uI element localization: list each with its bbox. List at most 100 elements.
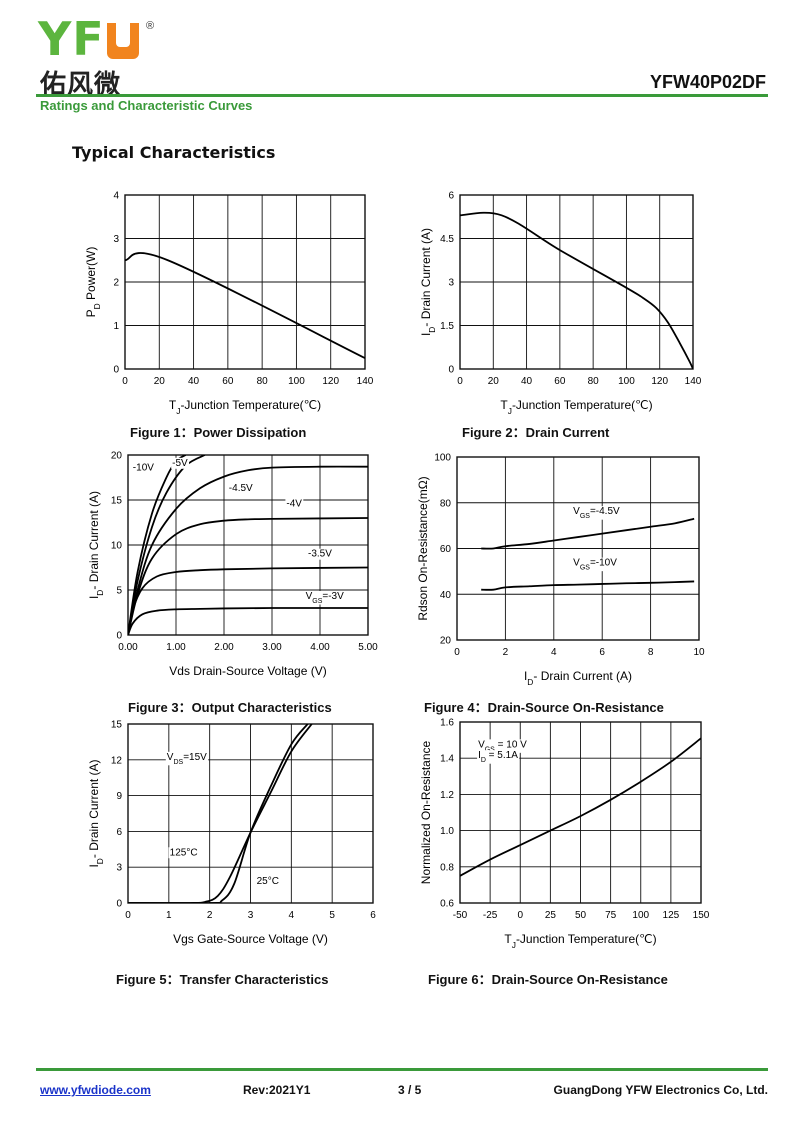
plot-frame bbox=[124, 194, 366, 370]
x-tick-label: 1.00 bbox=[166, 642, 186, 653]
y-tick-label: 1.6 bbox=[440, 718, 454, 729]
annotation-bg bbox=[227, 483, 255, 494]
x-tick-label: 100 bbox=[288, 376, 305, 387]
registered-mark: ® bbox=[146, 20, 155, 32]
y-tick-label: 3 bbox=[448, 278, 454, 289]
x-tick-label: 2 bbox=[503, 647, 509, 658]
annotation-label: ID = 5.1A bbox=[478, 750, 518, 764]
annotation-bg bbox=[572, 506, 622, 520]
x-tick-label: 60 bbox=[554, 376, 566, 387]
annotation-label: 25°C bbox=[257, 876, 279, 887]
x-tick-label: 25 bbox=[545, 910, 557, 921]
y-axis-label: PD Power(W) bbox=[84, 247, 102, 318]
x-tick-label: 6 bbox=[370, 910, 376, 921]
x-tick-label: 140 bbox=[357, 376, 374, 387]
x-axis-label: Vds Drain-Source Voltage (V) bbox=[169, 664, 326, 678]
x-tick-label: 0 bbox=[517, 910, 523, 921]
y-tick-label: 80 bbox=[440, 498, 452, 509]
x-axis-label: TJ-Junction Temperature(℃) bbox=[169, 398, 321, 416]
y-tick-label: 1.2 bbox=[440, 790, 454, 801]
series-line bbox=[481, 580, 695, 591]
x-tick-label: 5 bbox=[329, 910, 335, 921]
website-link[interactable]: www.yfwdiode.com bbox=[40, 1083, 151, 1097]
figure-4-caption: Figure 4：Drain-Source On-Resistance bbox=[424, 700, 664, 715]
y-tick-label: 20 bbox=[440, 636, 452, 647]
series-line bbox=[460, 211, 693, 369]
y-axis-label: Normalized On-Resistance bbox=[419, 740, 433, 884]
y-tick-label: 15 bbox=[111, 496, 123, 507]
chart-fig6: -50 -25 0 25 50 75 100 125 150 0.6 0.8 1.0 1.2 1.4 1.6… bbox=[419, 718, 710, 951]
logo-wordmark: YF bbox=[38, 12, 139, 66]
x-tick-label: 3.00 bbox=[262, 642, 282, 653]
y-tick-label: 100 bbox=[434, 453, 451, 464]
x-tick-label: 0 bbox=[454, 647, 460, 658]
y-tick-label: 9 bbox=[116, 791, 122, 802]
x-tick-label: -25 bbox=[483, 910, 498, 921]
y-tick-label: 2 bbox=[113, 278, 119, 289]
plot-frame bbox=[459, 721, 702, 904]
x-tick-label: 5.00 bbox=[358, 642, 378, 653]
series-line bbox=[128, 724, 313, 903]
annotation-bg bbox=[171, 457, 190, 469]
x-axis-label: TJ-Junction Temperature(℃) bbox=[500, 398, 652, 416]
x-tick-label: 40 bbox=[188, 376, 200, 387]
footer-company: GuangDong YFW Electronics Co, Ltd. bbox=[553, 1083, 768, 1097]
x-tick-label: 75 bbox=[605, 910, 617, 921]
x-tick-label: 3 bbox=[248, 910, 254, 921]
x-tick-label: 6 bbox=[599, 647, 605, 658]
x-tick-label: 10 bbox=[693, 647, 705, 658]
series-line bbox=[125, 252, 365, 359]
annotation-bg bbox=[307, 548, 334, 560]
x-tick-label: 2.00 bbox=[214, 642, 234, 653]
y-tick-label: 0 bbox=[116, 631, 122, 642]
x-tick-label: 100 bbox=[632, 910, 649, 921]
annotation-label: -3.5V bbox=[308, 549, 332, 560]
annotation-bg bbox=[477, 750, 520, 764]
figure-2-caption: Figure 2：Drain Current bbox=[462, 425, 610, 440]
y-tick-label: 0 bbox=[113, 365, 119, 376]
y-tick-label: 6 bbox=[448, 191, 454, 202]
figure-5-caption: Figure 5：Transfer Characteristics bbox=[116, 972, 329, 987]
annotation-bg bbox=[304, 591, 346, 605]
chart-fig3: 0.00 1.00 2.00 3.00 4.00 5.00 0 5 10 15 20 Vds Drai… bbox=[87, 451, 378, 679]
annotation-bg bbox=[168, 847, 199, 859]
x-axis-label: TJ-Junction Temperature(℃) bbox=[504, 932, 656, 950]
x-tick-label: 125 bbox=[663, 910, 680, 921]
x-tick-label: 0 bbox=[122, 376, 128, 387]
y-tick-label: 1.0 bbox=[440, 826, 454, 837]
x-tick-label: 150 bbox=[693, 910, 710, 921]
annotation-bg bbox=[165, 751, 209, 766]
series-line bbox=[128, 607, 368, 635]
footer-rule bbox=[36, 1068, 768, 1071]
x-tick-label: 0.00 bbox=[118, 642, 138, 653]
chart-fig2: 0 20 40 60 80 100 120 140 0 1.5 3 4.5 6 TJ-Junction T… bbox=[419, 191, 702, 417]
y-tick-label: 1 bbox=[113, 321, 119, 332]
y-axis-label: ID- Drain Current (A) bbox=[419, 228, 437, 336]
annotation-bg bbox=[285, 498, 304, 510]
y-tick-label: 10 bbox=[111, 541, 123, 552]
x-tick-label: 20 bbox=[488, 376, 500, 387]
x-tick-label: 120 bbox=[651, 376, 668, 387]
x-tick-label: -50 bbox=[453, 910, 468, 921]
section-title: Ratings and Characteristic Curves bbox=[40, 98, 253, 113]
plot-frame bbox=[459, 194, 694, 370]
footer-website[interactable]: www.yfwdiode.com bbox=[40, 1083, 151, 1097]
chart-fig4: 0 2 4 6 8 10 20 40 60 80 100 ID- Drain Current (A) R… bbox=[416, 453, 705, 688]
y-tick-label: 5 bbox=[116, 586, 122, 597]
y-tick-label: 1.4 bbox=[440, 754, 454, 765]
annotation-bg bbox=[477, 739, 529, 753]
series-line bbox=[128, 724, 309, 903]
chart-fig1: 0 20 40 60 80 100 120 140 0 1 2 3 4 TJ-Junction Tempe… bbox=[84, 191, 374, 417]
x-tick-label: 1 bbox=[166, 910, 172, 921]
y-axis-label: Rdson On-Resistance(mΩ) bbox=[416, 476, 430, 620]
y-tick-label: 40 bbox=[440, 590, 452, 601]
y-tick-label: 4 bbox=[113, 191, 119, 202]
y-tick-label: 1.5 bbox=[440, 321, 454, 332]
figure-1-caption: Figure 1：Power Dissipation bbox=[130, 425, 307, 440]
x-tick-label: 100 bbox=[618, 376, 635, 387]
grid bbox=[127, 723, 374, 904]
y-tick-label: 0.6 bbox=[440, 899, 454, 910]
grid bbox=[124, 194, 366, 370]
y-tick-label: 3 bbox=[116, 863, 122, 874]
